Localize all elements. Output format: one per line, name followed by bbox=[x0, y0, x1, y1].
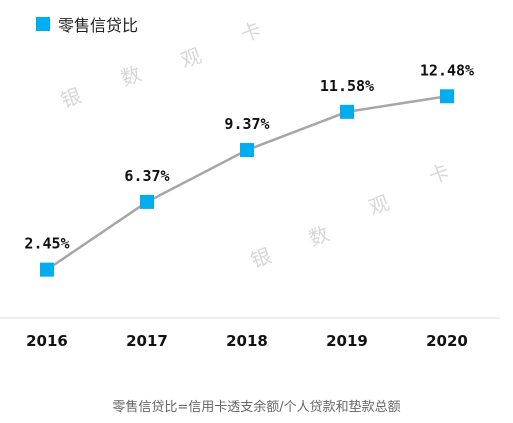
data-point-marker bbox=[340, 104, 354, 119]
data-label: 2.45% bbox=[24, 235, 69, 253]
data-label: 11.58% bbox=[320, 77, 374, 95]
x-tick-label: 2018 bbox=[226, 332, 268, 350]
legend: 零售信贷比 bbox=[36, 12, 138, 36]
x-tick-label: 2020 bbox=[426, 332, 468, 350]
watermark-text: 卡 bbox=[426, 159, 453, 188]
data-label: 9.37% bbox=[224, 115, 269, 133]
x-tick-label: 2016 bbox=[26, 332, 68, 350]
x-tick-label: 2017 bbox=[126, 332, 168, 350]
data-marks: 2.45% 6.37% 9.37% 11.58% 12.48% bbox=[24, 61, 474, 277]
watermark-text: 数 bbox=[306, 221, 333, 250]
watermark-text: 数 bbox=[118, 61, 145, 90]
watermark-text: 银 bbox=[58, 83, 85, 112]
watermark-text: 观 bbox=[366, 190, 393, 219]
watermark-text: 卡 bbox=[238, 17, 265, 46]
data-point-marker bbox=[440, 89, 454, 104]
legend-swatch bbox=[36, 17, 50, 31]
x-tick-label: 2019 bbox=[326, 332, 368, 350]
data-point-marker bbox=[140, 194, 154, 209]
data-label: 6.37% bbox=[124, 167, 169, 185]
footnote: 零售信贷比=信用卡透支余额/个人贷款和垫款总额 bbox=[112, 400, 401, 415]
watermark-text: 银 bbox=[248, 243, 275, 272]
data-point-marker bbox=[40, 262, 54, 277]
x-axis-ticks: 2016 2017 2018 2019 2020 bbox=[26, 332, 468, 350]
legend-label: 零售信贷比 bbox=[58, 16, 139, 35]
data-point-marker bbox=[240, 143, 254, 158]
data-label: 12.48% bbox=[420, 61, 474, 79]
watermark-text: 观 bbox=[178, 43, 205, 72]
